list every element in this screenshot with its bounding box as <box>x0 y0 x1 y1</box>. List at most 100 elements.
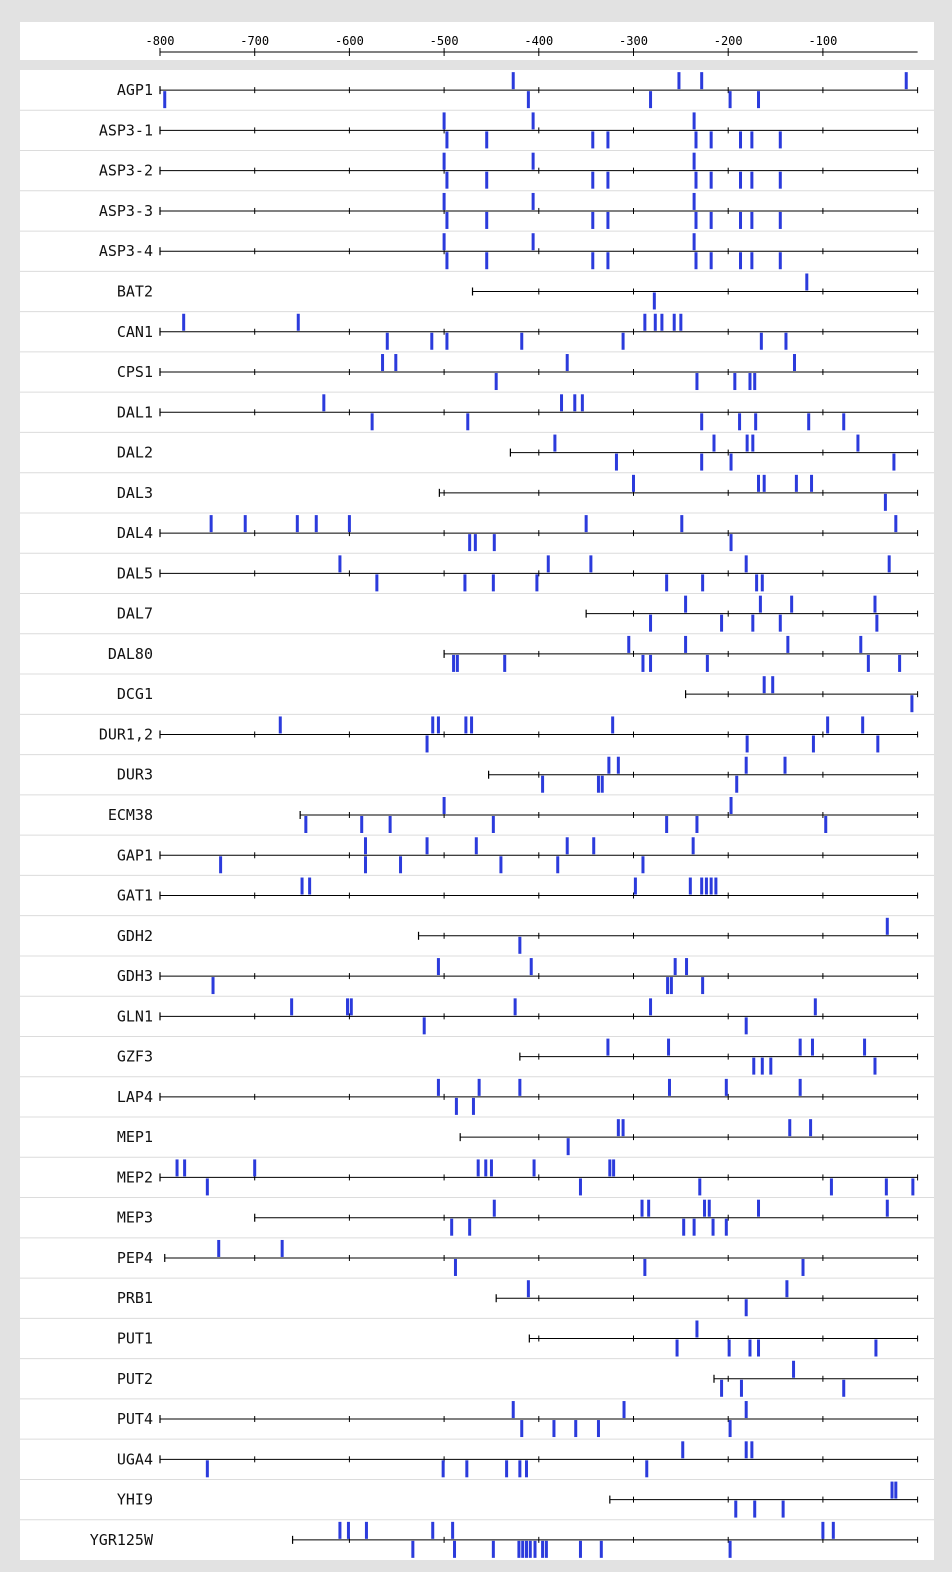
site-mark-bottom <box>606 252 610 270</box>
site-mark-bottom <box>709 252 713 270</box>
site-mark-bottom <box>738 413 742 431</box>
gene-row: GDH2 <box>20 915 934 954</box>
site-mark-bottom <box>750 252 754 270</box>
site-mark-bottom <box>526 91 530 109</box>
site-mark-bottom <box>750 211 754 229</box>
site-mark-top <box>442 112 446 130</box>
site-mark-top <box>431 1521 435 1539</box>
site-mark-bottom <box>750 131 754 149</box>
site-mark-top <box>712 434 716 452</box>
site-mark-bottom <box>463 574 467 592</box>
site-mark-top <box>431 716 435 734</box>
gene-row: DUR3 <box>20 754 934 793</box>
site-mark-bottom <box>649 91 653 109</box>
site-mark-top <box>253 1159 257 1177</box>
gene-row: ASP3-3 <box>20 190 934 229</box>
site-mark-top <box>584 515 588 533</box>
site-mark-top <box>436 958 440 976</box>
site-mark-top <box>300 877 304 895</box>
site-mark-bottom <box>729 453 733 471</box>
gene-label: ASP3-2 <box>99 162 153 180</box>
site-mark-bottom <box>485 211 489 229</box>
gene-label: DAL80 <box>108 645 153 663</box>
gene-row: YHI9 <box>20 1478 934 1518</box>
site-mark-bottom <box>485 252 489 270</box>
site-mark-bottom <box>750 171 754 189</box>
site-mark-bottom <box>829 1178 833 1196</box>
gene-row: DAL4 <box>20 512 934 552</box>
site-mark-bottom <box>465 1460 469 1478</box>
site-mark-bottom <box>778 614 782 632</box>
site-mark-bottom <box>453 1540 457 1558</box>
site-mark-top <box>790 595 794 613</box>
site-mark-top <box>565 354 569 372</box>
site-mark-top <box>616 756 620 774</box>
site-mark-top <box>633 877 637 895</box>
site-mark-bottom <box>375 574 379 592</box>
site-mark-bottom <box>757 91 761 109</box>
gene-row: MEP1 <box>20 1116 934 1156</box>
site-mark-bottom <box>491 1540 495 1558</box>
site-mark-top <box>608 1159 612 1177</box>
gene-row: GZF3 <box>20 1035 934 1075</box>
site-mark-top <box>786 635 790 653</box>
site-mark-bottom <box>757 1339 761 1357</box>
site-mark-bottom <box>430 332 434 350</box>
gene-label: DCG1 <box>117 685 153 703</box>
site-mark-bottom <box>596 775 600 793</box>
site-mark-bottom <box>733 373 737 391</box>
gene-row: LAP4 <box>20 1076 934 1115</box>
site-mark-top <box>364 1521 368 1539</box>
site-mark-bottom <box>520 332 524 350</box>
site-mark-bottom <box>591 131 595 149</box>
site-mark-top <box>831 1521 835 1539</box>
site-mark-bottom <box>566 1138 570 1156</box>
site-mark-bottom <box>866 654 870 672</box>
site-mark-top <box>546 555 550 573</box>
site-mark-bottom <box>760 574 764 592</box>
site-mark-bottom <box>729 534 733 552</box>
site-mark-top <box>729 796 733 814</box>
site-mark-bottom <box>524 1460 528 1478</box>
site-mark-top <box>280 1239 284 1257</box>
site-mark-bottom <box>701 977 705 995</box>
axis-tick-label: -400 <box>524 34 553 48</box>
gene-label: DAL7 <box>117 605 153 623</box>
site-mark-top <box>477 1078 481 1096</box>
site-mark-top <box>627 635 631 653</box>
site-mark-top <box>757 1199 761 1217</box>
site-mark-bottom <box>606 131 610 149</box>
site-mark-bottom <box>518 1460 522 1478</box>
gene-row: DAL2 <box>20 431 934 471</box>
site-mark-bottom <box>781 1500 785 1518</box>
site-mark-bottom <box>739 131 743 149</box>
site-mark-top <box>700 877 704 895</box>
gene-label: GLN1 <box>117 1007 153 1025</box>
site-mark-top <box>296 313 300 331</box>
site-mark-top <box>703 1199 707 1217</box>
gene-label: CAN1 <box>117 323 153 341</box>
site-mark-top <box>474 837 478 855</box>
site-mark-top <box>349 998 353 1016</box>
site-mark-top <box>529 958 533 976</box>
site-mark-bottom <box>739 1379 743 1397</box>
site-mark-top <box>278 716 282 734</box>
site-mark-top <box>290 998 294 1016</box>
site-mark-bottom <box>524 1540 528 1558</box>
gene-row: GAP1 <box>20 834 934 874</box>
site-mark-bottom <box>745 735 749 753</box>
site-mark-bottom <box>520 1420 524 1438</box>
site-mark-bottom <box>578 1540 582 1558</box>
site-mark-bottom <box>720 1379 724 1397</box>
site-mark-top <box>653 313 657 331</box>
site-mark-top <box>744 1441 748 1459</box>
site-mark-top <box>667 1078 671 1096</box>
site-mark-top <box>679 313 683 331</box>
site-mark-top <box>640 1199 644 1217</box>
gene-row: PRB1 <box>20 1277 934 1317</box>
site-mark-bottom <box>824 815 828 833</box>
site-mark-bottom <box>778 211 782 229</box>
axis-tick-label: -700 <box>240 34 269 48</box>
site-mark-bottom <box>468 1218 472 1236</box>
